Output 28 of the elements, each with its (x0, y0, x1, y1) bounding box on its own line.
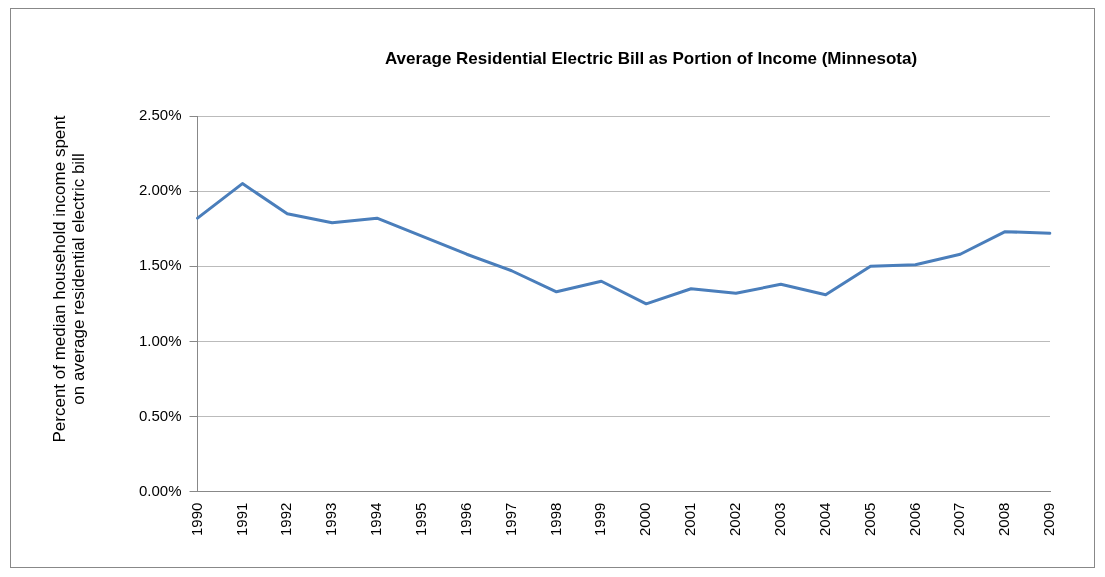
y-axis-title: Percent of median household income spent on average residential electric bill (50, 114, 88, 445)
x-tick-label: 1992 (277, 502, 295, 537)
y-tick-label: 2.00% (138, 181, 182, 199)
y-tick-label: 0.50% (138, 406, 182, 424)
x-tick-label: 1991 (232, 502, 250, 537)
x-tick-label: 2002 (726, 502, 744, 537)
y-tick-label: 0.00% (138, 481, 182, 499)
x-tick-label: 2000 (636, 502, 654, 537)
x-tick-label: 2001 (681, 502, 699, 537)
chart-title: Average Residential Electric Bill as Portion of Income (Minnesota) (383, 49, 919, 69)
x-tick-label: 1995 (412, 502, 430, 537)
x-tick-label: 2006 (905, 502, 923, 537)
y-tick-label: 1.00% (138, 331, 182, 349)
x-tick-label: 2007 (950, 502, 968, 537)
x-tick-label: 1993 (322, 502, 340, 537)
y-tick-label: 1.50% (138, 256, 182, 274)
x-tick-label: 1999 (591, 502, 609, 537)
x-tick-label: 2005 (860, 502, 878, 537)
x-tick-label: 1998 (546, 502, 564, 537)
x-tick-label: 2004 (815, 502, 833, 537)
x-tick-label: 2009 (1040, 502, 1058, 537)
x-tick-label: 1996 (456, 502, 474, 537)
x-tick-label: 1997 (501, 502, 519, 537)
x-tick-label: 2008 (995, 502, 1013, 537)
x-tick-label: 2003 (770, 502, 788, 537)
x-tick-label: 1990 (187, 502, 205, 537)
x-tick-label: 1994 (367, 502, 385, 537)
y-tick-label: 2.50% (138, 106, 182, 124)
